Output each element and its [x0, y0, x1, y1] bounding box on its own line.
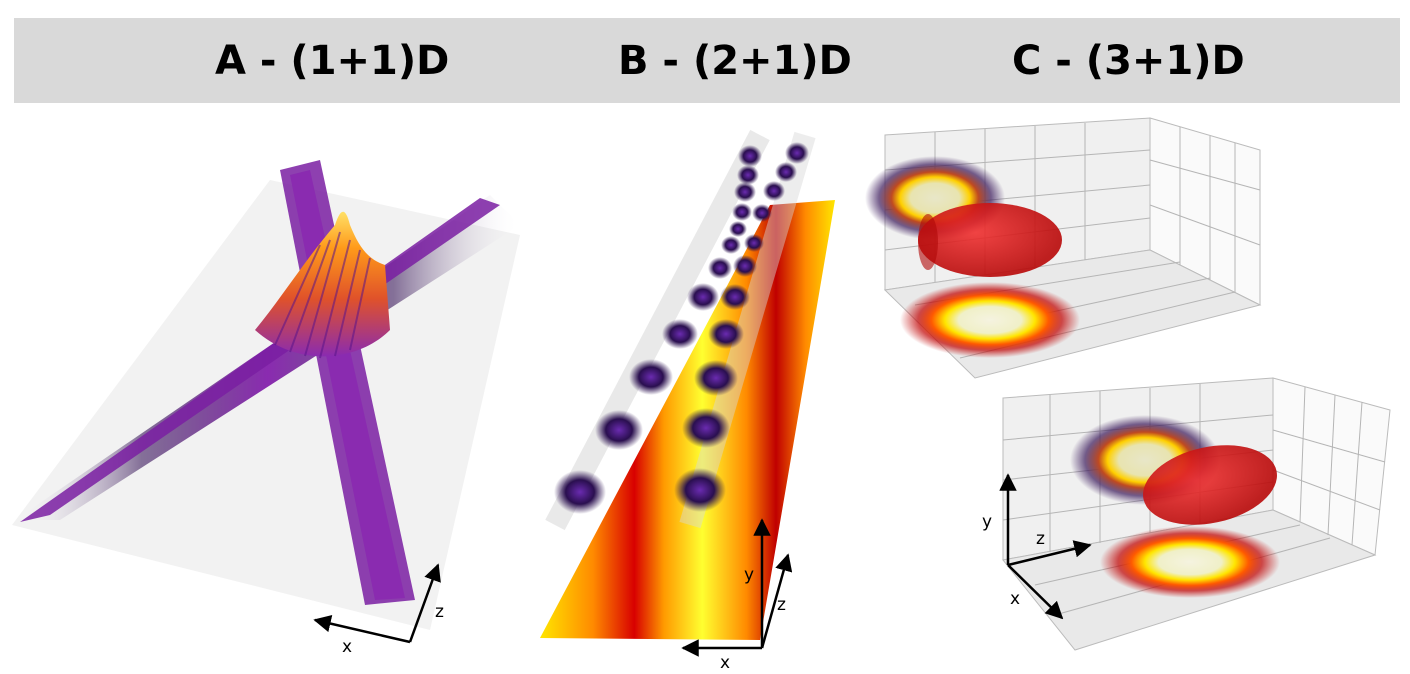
panel-b-graphic: x y z — [540, 129, 835, 673]
panel-b-y-label: y — [744, 565, 754, 585]
panel-b-blobs-right — [674, 142, 809, 512]
panel-c-z-axis — [1007, 540, 1092, 567]
panel-c-y-label: y — [982, 512, 992, 532]
panel-a-title: A - (1+1)D — [215, 38, 450, 84]
panel-b-z-axis — [760, 553, 793, 649]
panel-a-z-axis — [408, 563, 441, 643]
header-band — [14, 18, 1400, 103]
panel-a-graphic: x z — [12, 160, 520, 657]
panel-a-z-label: z — [435, 602, 444, 622]
panel-c-z-label: z — [1036, 529, 1045, 549]
panel-b-blobs-left — [554, 145, 762, 514]
panel-c-top-red-ellipsoid — [918, 203, 1062, 277]
panel-b-x-label: x — [720, 653, 730, 673]
panel-b-z-label: z — [777, 595, 786, 615]
panel-c-x-label: x — [1010, 589, 1020, 609]
panel-c-title: C - (3+1)D — [1012, 38, 1245, 84]
panel-c-x-axis — [1007, 564, 1064, 620]
panel-b-title: B - (2+1)D — [618, 38, 852, 84]
panel-c-top-graphic — [865, 117, 1262, 379]
panel-a-x-axis — [313, 615, 411, 644]
panel-c-bottom-red-ellipsoid — [1143, 445, 1277, 525]
panel-c-bottom-graphic: y z x — [982, 377, 1391, 651]
panel-a-x-label: x — [342, 637, 352, 657]
